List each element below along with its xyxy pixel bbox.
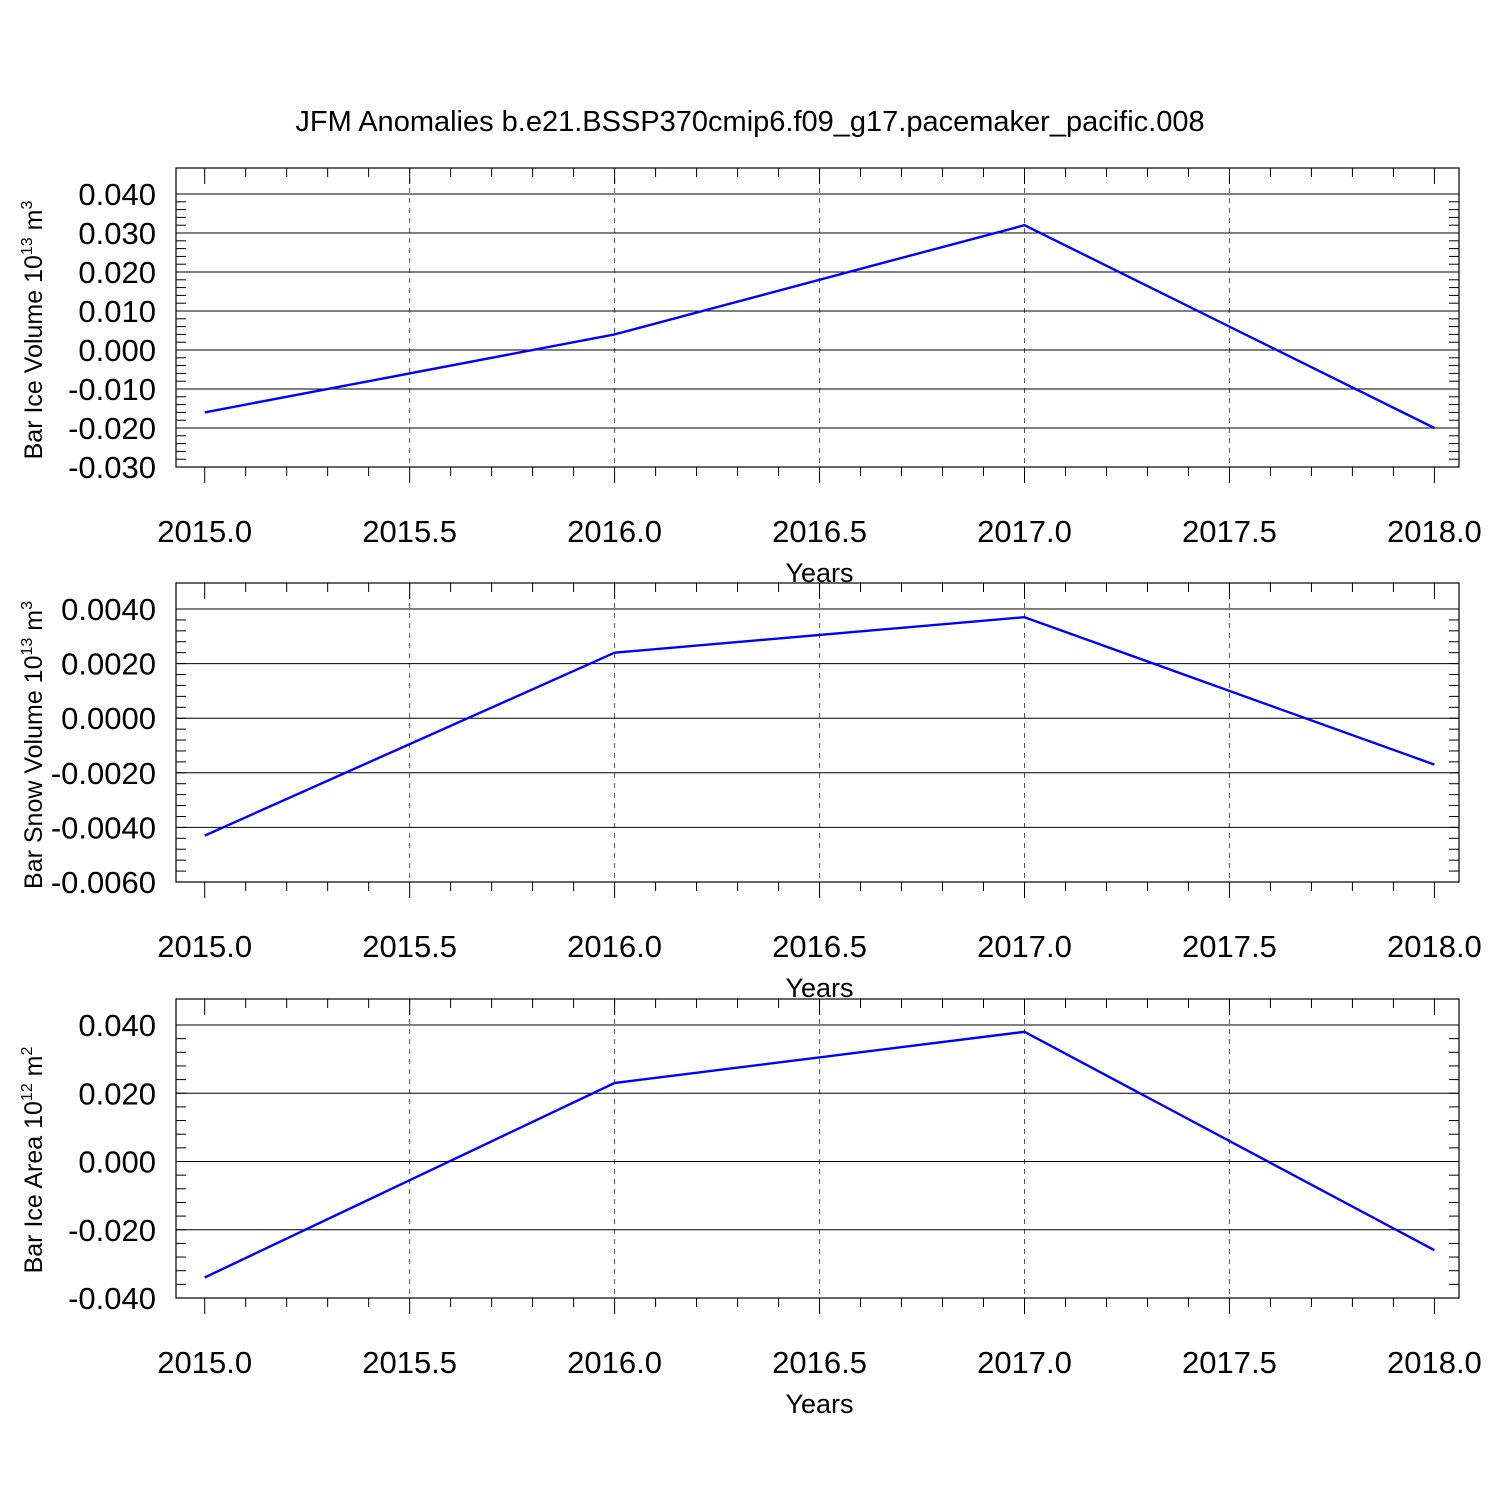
y-axis-label: Bar Ice Volume 1013 m3	[19, 201, 48, 460]
x-tick-label: 2015.5	[362, 929, 457, 964]
figure-title: JFM Anomalies b.e21.BSSP370cmip6.f09_g17…	[295, 106, 1204, 138]
y-tick-label: 0.040	[78, 177, 156, 212]
y-tick-label: 0.0020	[61, 647, 156, 682]
x-tick-label: 2017.0	[977, 1345, 1072, 1380]
data-series-line	[204, 1030, 1435, 1279]
x-tick-label: 2017.5	[1182, 929, 1277, 964]
data-series-line	[204, 616, 1435, 837]
x-tick-label: 2015.0	[157, 1345, 252, 1380]
chart-panels: -0.030 -0.020 -0.010 0.000 0.010 0.020 0.030 0.…	[19, 167, 1482, 1419]
panel-ice-area: -0.040 -0.020 0.000 0.020 0.040 2015.0 2015.5 2…	[19, 998, 1482, 1419]
x-tick-label: 2016.5	[772, 1345, 867, 1380]
y-tick-label: 0.000	[78, 333, 156, 368]
x-tick-label: 2018.0	[1387, 514, 1482, 549]
y-tick-label: -0.020	[68, 411, 156, 446]
x-tick-label: 2017.5	[1182, 1345, 1277, 1380]
panel-ice-volume: -0.030 -0.020 -0.010 0.000 0.010 0.020 0.030 0.…	[19, 167, 1482, 588]
y-tick-label: 0.030	[78, 216, 156, 251]
y-tick-label: 0.0040	[61, 592, 156, 627]
x-tick-label: 2015.5	[362, 514, 457, 549]
x-tick-label: 2016.5	[772, 929, 867, 964]
x-tick-label: 2016.0	[567, 514, 662, 549]
y-tick-label: -0.010	[68, 372, 156, 407]
x-tick-label: 2017.5	[1182, 514, 1277, 549]
y-tick-label: 0.020	[78, 255, 156, 290]
y-tick-label: 0.000	[78, 1145, 156, 1180]
x-tick-label: 2016.0	[567, 929, 662, 964]
x-tick-label: 2016.0	[567, 1345, 662, 1380]
y-tick-label: -0.0060	[51, 865, 156, 900]
x-tick-label: 2017.0	[977, 929, 1072, 964]
x-tick-label: 2018.0	[1387, 1345, 1482, 1380]
y-tick-label: 0.020	[78, 1076, 156, 1111]
y-tick-label: 0.040	[78, 1008, 156, 1043]
x-tick-label: 2015.0	[157, 929, 252, 964]
y-tick-label: -0.020	[68, 1213, 156, 1248]
y-axis-label: Bar Snow Volume 1013 m3	[19, 601, 48, 889]
x-axis-label: Years	[785, 1389, 853, 1419]
y-axis-label: Bar Ice Area 1012 m2	[19, 1047, 48, 1274]
data-series-line	[204, 223, 1435, 430]
x-tick-label: 2016.5	[772, 514, 867, 549]
x-axis-label: Years	[785, 973, 853, 1003]
x-tick-label: 2017.0	[977, 514, 1072, 549]
y-tick-label: -0.030	[68, 450, 156, 485]
x-tick-label: 2018.0	[1387, 929, 1482, 964]
y-tick-label: 0.010	[78, 294, 156, 329]
x-tick-label: 2015.5	[362, 1345, 457, 1380]
x-tick-label: 2015.0	[157, 514, 252, 549]
y-tick-label: -0.0040	[51, 810, 156, 845]
y-tick-label: 0.0000	[61, 701, 156, 736]
y-tick-label: -0.040	[68, 1281, 156, 1316]
panel-snow-volume: -0.0060 -0.0040 -0.0020 0.0000 0.0020 0.0040 2…	[19, 582, 1482, 1003]
y-tick-label: -0.0020	[51, 756, 156, 791]
